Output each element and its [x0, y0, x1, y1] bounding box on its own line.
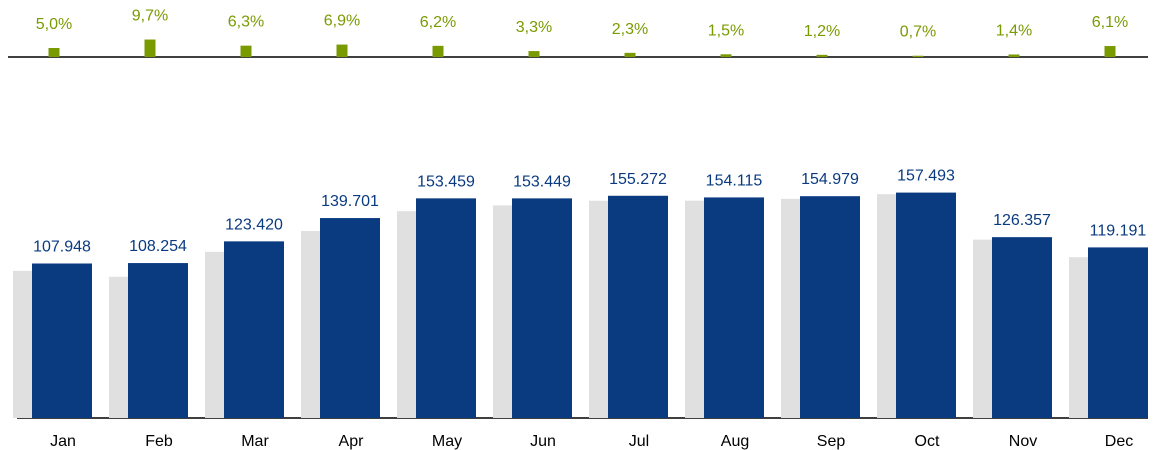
value-label: 1,5%	[708, 22, 744, 39]
bar	[1088, 247, 1148, 418]
x-tick-label: Dec	[1105, 433, 1133, 450]
value-label: 154.115	[706, 172, 763, 189]
value-label: 5,0%	[36, 16, 72, 33]
value-label: 139.701	[321, 193, 379, 210]
value-label: 1,4%	[996, 22, 1032, 39]
value-label: 3,3%	[516, 19, 552, 36]
value-label: 1,2%	[804, 23, 840, 40]
value-label: 6,9%	[324, 13, 360, 30]
bar	[528, 51, 540, 57]
x-tick-label: Nov	[1009, 433, 1037, 450]
bar	[800, 196, 860, 418]
bar	[128, 263, 188, 418]
value-label: 123.420	[225, 216, 283, 233]
x-tick-label: Jan	[50, 433, 76, 450]
bar	[704, 197, 764, 418]
value-label: 153.449	[513, 173, 571, 190]
x-tick-label: Sep	[817, 433, 846, 450]
x-tick-label: Oct	[915, 433, 940, 450]
x-tick-label: Aug	[721, 433, 749, 450]
bar	[512, 198, 572, 418]
bar	[320, 218, 380, 418]
value-label: 154.979	[801, 171, 859, 188]
bar	[816, 54, 828, 57]
x-tick-label: May	[432, 433, 462, 450]
bar	[992, 237, 1052, 418]
bar	[432, 45, 444, 57]
x-tick-label: Feb	[145, 433, 173, 450]
value-label: 6,1%	[1092, 14, 1128, 31]
value-label: 119.191	[1090, 222, 1147, 239]
bar	[1008, 54, 1020, 57]
x-tick-label: Jul	[629, 433, 649, 450]
bar	[416, 198, 476, 418]
bar	[144, 39, 156, 57]
value-label: 6,3%	[228, 14, 264, 31]
bar	[224, 241, 284, 418]
bar	[240, 45, 252, 57]
value-label: 107.948	[33, 238, 91, 255]
x-tick-label: Mar	[241, 433, 269, 450]
x-tick-label: Apr	[339, 433, 365, 450]
bar	[32, 263, 92, 418]
bar	[720, 54, 732, 57]
value-label: 126.357	[993, 212, 1051, 229]
value-label: 6,2%	[420, 14, 456, 31]
bar	[1104, 46, 1116, 57]
value-label: 2,3%	[612, 21, 648, 38]
bar	[896, 192, 956, 418]
x-tick-label: Jun	[530, 433, 556, 450]
value-label: 108.254	[129, 238, 187, 255]
bar	[912, 55, 924, 57]
value-label: 9,7%	[132, 8, 168, 25]
value-label: 155.272	[609, 171, 667, 188]
bar	[48, 48, 60, 57]
bar	[336, 44, 348, 57]
value-label: 157.493	[897, 168, 955, 185]
bar	[608, 195, 668, 418]
value-label: 0,7%	[900, 24, 936, 41]
value-label: 153.459	[417, 173, 475, 190]
bar	[624, 52, 636, 57]
